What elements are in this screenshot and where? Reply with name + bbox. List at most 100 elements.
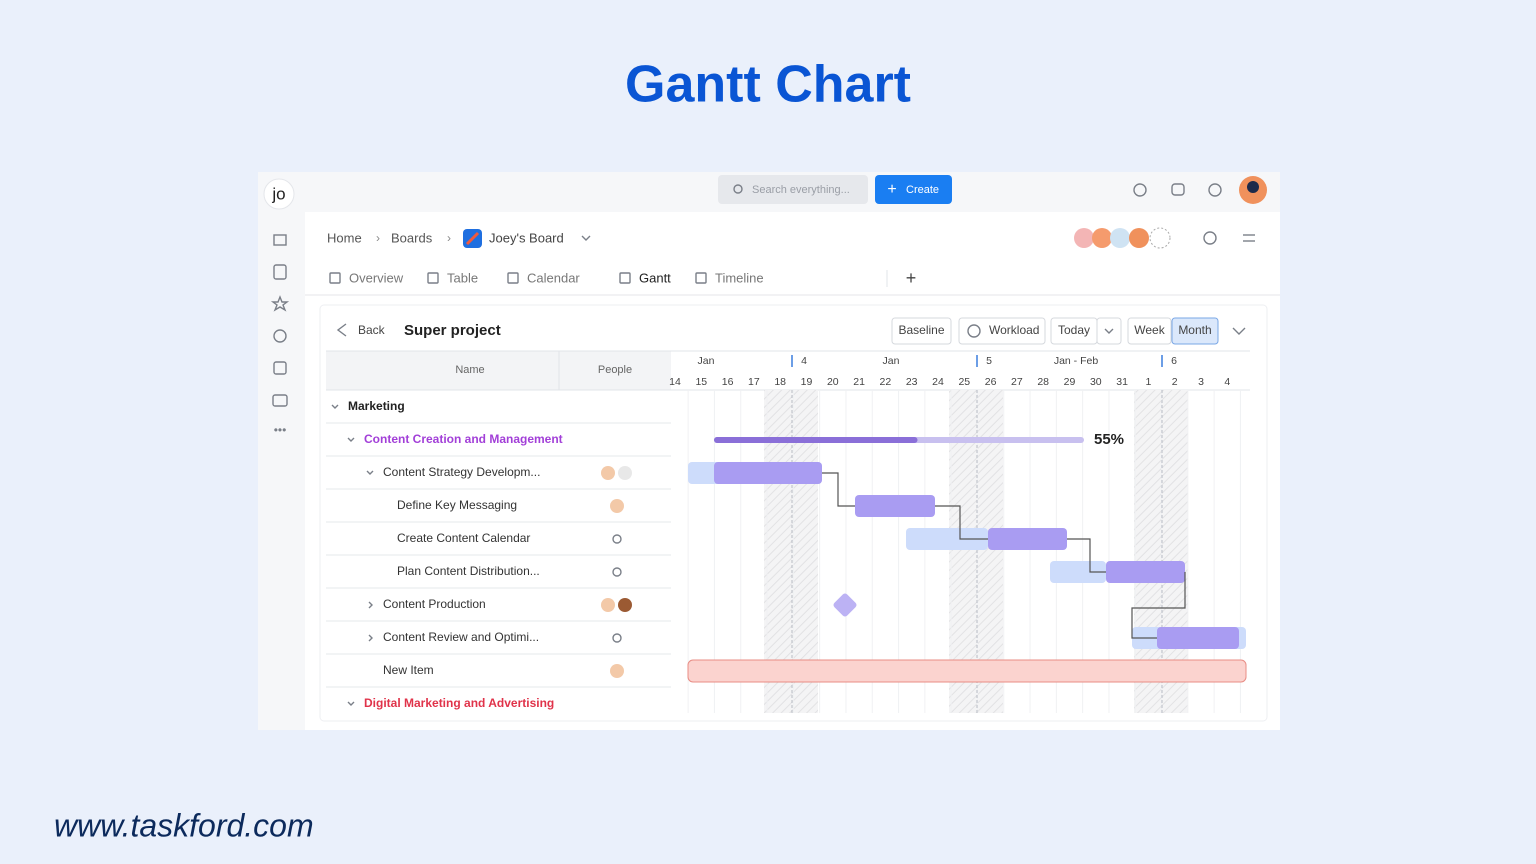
month-label: Jan [698, 355, 715, 367]
dependency-arrow [1131, 572, 1186, 639]
day-label: 26 [985, 376, 997, 388]
back-label[interactable]: Back [358, 323, 386, 337]
day-label: 4 [1224, 376, 1230, 388]
help-icon[interactable] [1208, 183, 1222, 197]
history-icon[interactable] [273, 329, 287, 343]
tab[interactable]: Overview [349, 270, 404, 285]
assignee-avatar [618, 466, 632, 480]
expand-chevron[interactable] [366, 470, 374, 475]
day-label: 29 [1064, 376, 1076, 388]
more-icon[interactable]: ••• [274, 423, 287, 437]
toolbar-button[interactable] [1171, 317, 1219, 345]
tab[interactable]: Calendar [527, 270, 580, 285]
member-avatar [1074, 228, 1094, 248]
toolbar-button[interactable] [891, 317, 952, 345]
toolbar-label: Week [1134, 323, 1165, 337]
task-name[interactable]: Digital Marketing and Advertising [364, 696, 554, 710]
workload-icon [967, 324, 981, 338]
member-avatar [1129, 228, 1149, 248]
toolbar-label: Workload [989, 323, 1039, 337]
member-avatars[interactable] [1074, 227, 1171, 249]
day-label: 31 [1116, 376, 1128, 388]
task-name[interactable]: New Item [383, 663, 434, 677]
back-arrow[interactable] [336, 323, 347, 337]
table-header [326, 351, 671, 390]
create-button[interactable] [875, 175, 952, 204]
tab[interactable]: Table [447, 270, 478, 285]
timeline-grid: 14 15 16 17 18 19 20 21 22 23 24 25 26 27 28 29 30 31 1 2 3 4… [669, 355, 1241, 713]
task-name[interactable]: Content Creation and Management [364, 432, 563, 446]
add-member [1149, 227, 1171, 249]
day-label: 14 [669, 376, 681, 388]
day-label: 22 [880, 376, 892, 388]
new-item-bar [687, 659, 1247, 683]
workspace-logo[interactable] [263, 178, 295, 210]
breadcrumb-board[interactable]: Joey's Board [489, 230, 564, 245]
expand-chevron[interactable] [347, 701, 355, 706]
tab[interactable]: Gantt [639, 270, 671, 285]
task-rows: Marketing Content Creation and Management… [326, 399, 671, 710]
month-label: Jan [883, 355, 900, 367]
expand-chevron[interactable] [347, 437, 355, 442]
month-label: Jan - Feb [1054, 355, 1099, 367]
milestone [833, 593, 857, 617]
task-bar [855, 495, 935, 517]
day-label: 19 [801, 376, 813, 388]
task-name[interactable]: Content Review and Optimi... [383, 630, 539, 644]
download-icon[interactable] [1232, 327, 1246, 335]
add-view[interactable]: + [906, 268, 917, 288]
sidebar: ••• [270, 234, 290, 437]
task-name[interactable]: Plan Content Distribution... [397, 564, 540, 578]
star-icon[interactable] [270, 295, 290, 312]
inbox-icon[interactable] [1171, 183, 1185, 196]
column-name: Name [455, 364, 484, 376]
task-name[interactable]: Define Key Messaging [397, 498, 517, 512]
assignee-avatar [610, 664, 624, 678]
toolbar-button[interactable] [1127, 317, 1172, 345]
day-label: 30 [1090, 376, 1102, 388]
board-icon-detail [465, 231, 480, 246]
breadcrumb-home[interactable]: Home [327, 230, 362, 245]
task-name[interactable]: Content Production [383, 597, 486, 611]
task-name[interactable]: Marketing [348, 399, 405, 413]
board-dropdown[interactable] [581, 235, 591, 241]
doc-icon[interactable] [273, 264, 287, 280]
tab-icon [507, 272, 519, 284]
dropdown-chevron [1104, 328, 1114, 334]
share-icon[interactable] [1203, 231, 1217, 245]
home-icon[interactable] [273, 234, 287, 246]
assign-icon[interactable] [612, 633, 622, 643]
day-label: 18 [774, 376, 786, 388]
column-people: People [598, 364, 632, 376]
board-icon[interactable] [273, 361, 287, 375]
assignee-avatar [610, 499, 624, 513]
avatar-head [1247, 181, 1259, 193]
week-label: 6 [1171, 355, 1177, 367]
toolbar-label: Baseline [898, 323, 944, 337]
task-bar [988, 528, 1067, 550]
breadcrumb-separator: › [376, 231, 380, 245]
folder-icon[interactable] [272, 394, 288, 407]
task-name[interactable]: Content Strategy Developm... [383, 465, 540, 479]
tabs: Overview Table Calendar Gantt Timeline [329, 270, 764, 285]
baseline-bar [1050, 561, 1106, 583]
assign-icon[interactable] [612, 567, 622, 577]
expand-chevron[interactable] [331, 404, 339, 409]
baseline-bar [906, 528, 988, 550]
assignee-avatar [601, 598, 615, 612]
breadcrumb-boards[interactable]: Boards [391, 230, 433, 245]
today-dropdown[interactable] [1096, 317, 1122, 345]
toolbar-button[interactable] [958, 317, 1046, 345]
task-name[interactable]: Create Content Calendar [397, 531, 530, 545]
create-label: Create [906, 184, 939, 196]
toolbar-label: Month [1178, 323, 1211, 337]
tab-icon [619, 272, 631, 284]
tab[interactable]: Timeline [715, 270, 764, 285]
expand-chevron[interactable] [368, 601, 373, 609]
assign-icon[interactable] [612, 534, 622, 544]
search-box[interactable] [718, 175, 868, 204]
chat-icon[interactable] [1133, 183, 1147, 197]
expand-chevron[interactable] [368, 634, 373, 642]
